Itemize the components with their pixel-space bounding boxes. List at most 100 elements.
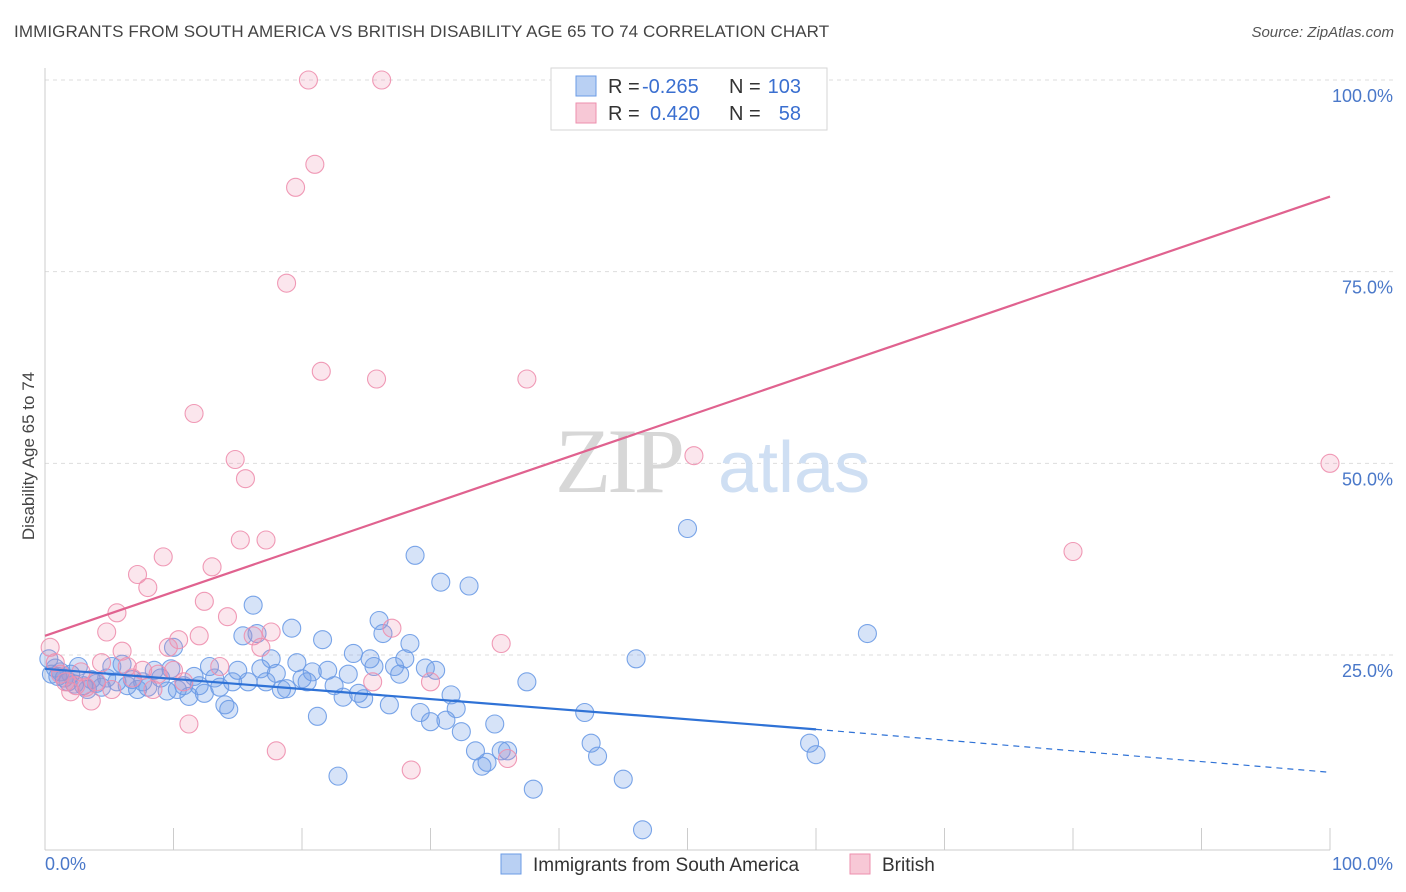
point-south-america-80 <box>426 660 446 680</box>
trendline-south-america <box>44 667 817 731</box>
point-south-america-74 <box>395 649 415 669</box>
point-british-46 <box>311 361 331 381</box>
trendline-british <box>44 195 1331 637</box>
point-british-17 <box>127 564 148 585</box>
point-british-20 <box>143 679 163 700</box>
point-british-26 <box>174 672 194 692</box>
point-british-50 <box>382 618 402 638</box>
point-british-48 <box>366 369 387 389</box>
point-british-39 <box>256 530 276 550</box>
point-british-0 <box>40 637 60 657</box>
y-tick-label-50: 50.0% <box>1342 469 1393 489</box>
point-british-29 <box>189 626 209 646</box>
x-tick-label-min: 0.0% <box>45 854 86 874</box>
point-british-57 <box>1063 541 1083 562</box>
x-tick-label-max: 100.0% <box>1332 854 1393 874</box>
point-british-4 <box>61 682 81 702</box>
point-british-19 <box>138 577 158 598</box>
point-british-42 <box>277 273 297 293</box>
watermark-zip: ZIP <box>555 410 682 512</box>
point-british-3 <box>56 672 76 692</box>
point-south-america-91 <box>491 741 511 761</box>
legend-r-value-1: -0.265 <box>642 76 699 98</box>
point-south-america-88 <box>472 756 492 776</box>
point-british-43 <box>286 177 306 197</box>
bottom-legend-swatch-pink <box>849 853 871 875</box>
point-south-america-53 <box>287 653 307 673</box>
point-south-america-63 <box>338 664 358 684</box>
point-south-america-85 <box>451 722 471 742</box>
point-south-america-68 <box>364 656 384 677</box>
point-british-25 <box>169 630 189 650</box>
y-axis-label: Disability Age 65 to 74 <box>19 372 38 540</box>
point-south-america-79 <box>420 712 441 732</box>
point-british-37 <box>243 626 263 646</box>
point-british-52 <box>420 672 441 692</box>
point-south-america-24 <box>144 660 164 680</box>
point-south-america-61 <box>328 766 348 786</box>
point-british-40 <box>261 622 281 642</box>
point-british-54 <box>498 748 518 769</box>
point-british-18 <box>133 660 153 680</box>
point-south-america-99 <box>626 649 646 669</box>
legend-r-value-2: 0.420 <box>650 103 700 125</box>
point-south-america-64 <box>343 643 363 664</box>
point-british-45 <box>305 154 325 174</box>
point-south-america-49 <box>266 663 286 683</box>
point-south-america-86 <box>459 576 479 596</box>
legend-swatch-pink <box>575 102 597 124</box>
point-south-america-50 <box>271 679 291 700</box>
point-british-12 <box>102 679 122 700</box>
point-british-35 <box>230 530 250 550</box>
point-british-53 <box>491 633 511 654</box>
point-south-america-42 <box>233 626 253 646</box>
legend-n-label-1: N = <box>729 76 761 98</box>
point-british-10 <box>91 653 112 673</box>
point-british-32 <box>210 656 230 677</box>
point-british-38 <box>251 637 271 657</box>
points-layer <box>39 70 1340 840</box>
point-south-america-98 <box>613 769 633 789</box>
point-south-america-58 <box>313 630 333 650</box>
point-south-america-81 <box>431 572 451 592</box>
point-south-america-75 <box>400 633 420 654</box>
point-british-22 <box>153 547 173 567</box>
point-south-america-84 <box>446 699 466 719</box>
point-south-america-35 <box>199 656 220 677</box>
watermark-atlas: atlas <box>718 428 870 508</box>
y-tick-label-100: 100.0% <box>1332 86 1393 106</box>
bottom-legend-label-blue: Immigrants from South America <box>533 855 800 876</box>
chart-title: IMMIGRANTS FROM SOUTH AMERICA VS BRITISH… <box>14 22 830 41</box>
point-british-56 <box>684 446 704 466</box>
point-british-44 <box>298 70 318 90</box>
bottom-legend-swatch-blue <box>500 853 522 875</box>
trend-layer <box>44 195 1331 773</box>
bottom-legend: Immigrants from South America British <box>500 853 935 876</box>
point-south-america-55 <box>297 672 317 692</box>
point-south-america-92 <box>498 741 518 761</box>
point-south-america-70 <box>373 623 393 644</box>
point-british-58 <box>1320 453 1340 473</box>
point-south-america-18 <box>112 654 132 674</box>
point-british-47 <box>363 672 383 692</box>
point-british-33 <box>217 607 238 627</box>
point-british-30 <box>194 591 214 611</box>
legend-n-label-2: N = <box>729 103 761 125</box>
point-british-51 <box>401 760 421 780</box>
legend-swatch-blue <box>575 75 597 97</box>
point-south-america-76 <box>405 545 425 565</box>
legend: R = -0.265 N = 103 R = 0.420 N = 58 <box>550 67 828 131</box>
y-tick-label-75: 75.0% <box>1342 278 1393 298</box>
point-british-27 <box>179 714 199 734</box>
bottom-legend-label-pink: British <box>882 855 935 876</box>
point-south-america-39 <box>219 699 239 719</box>
trendline-south-america-extension <box>815 728 1331 773</box>
point-south-america-57 <box>307 706 327 726</box>
point-south-america-104 <box>857 623 877 644</box>
chart-source: Source: ZipAtlas.com <box>1251 24 1394 41</box>
point-british-14 <box>112 641 132 661</box>
series-british <box>40 70 1340 780</box>
point-british-34 <box>225 449 245 470</box>
legend-box <box>550 67 828 131</box>
